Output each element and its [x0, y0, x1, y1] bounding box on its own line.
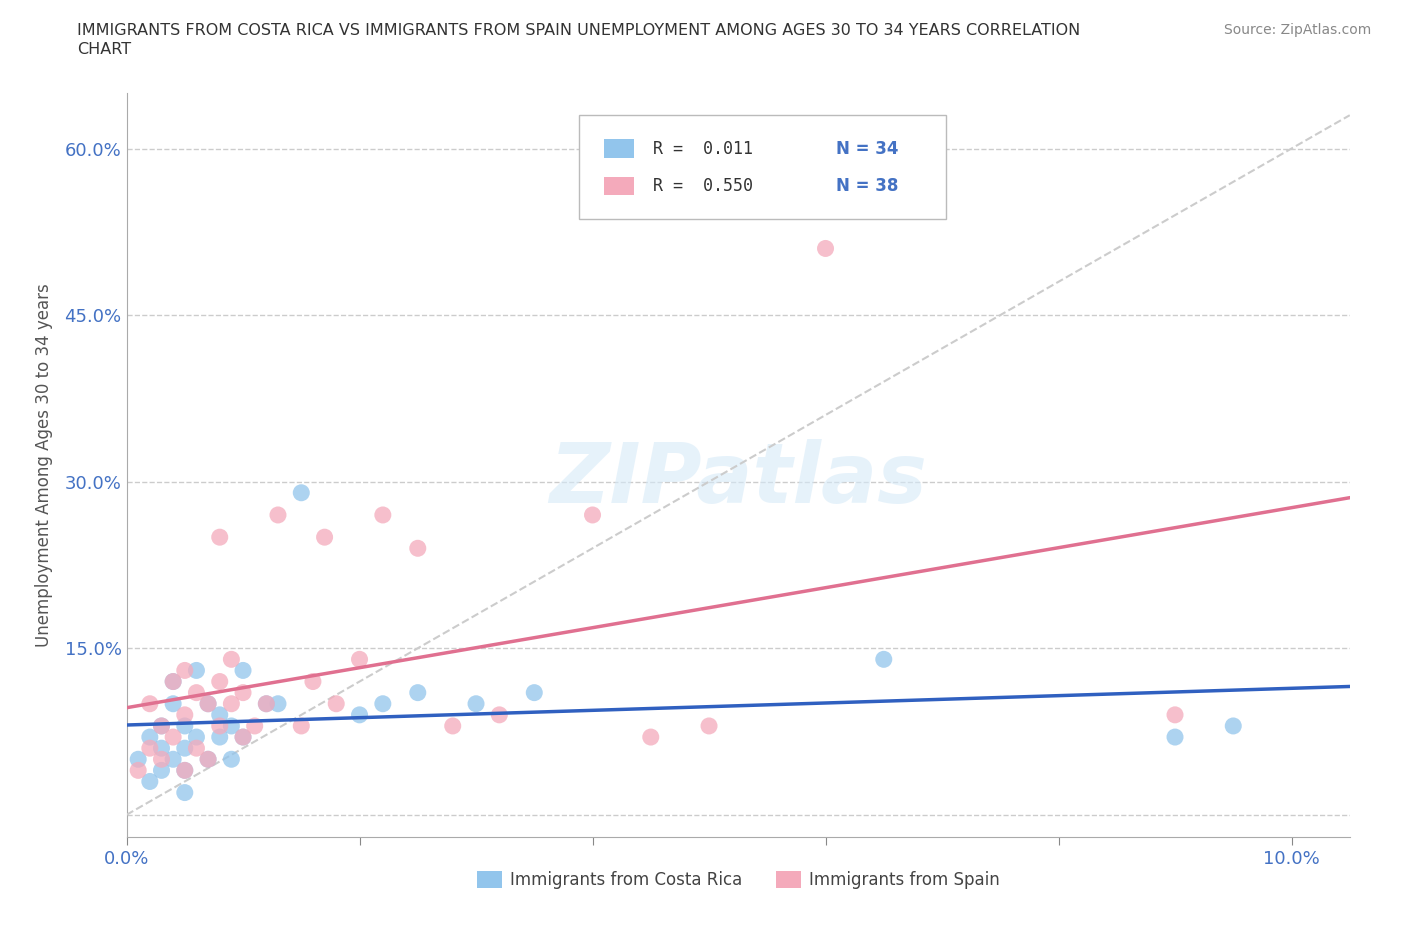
Point — [232, 730, 254, 745]
Point — [127, 763, 149, 777]
Point — [173, 663, 195, 678]
Point — [173, 763, 195, 777]
Point — [465, 697, 488, 711]
Point — [197, 751, 219, 766]
Point — [290, 719, 312, 734]
Point — [150, 719, 173, 734]
Point — [221, 652, 243, 667]
Point — [186, 663, 208, 678]
Point — [208, 708, 231, 723]
Point — [1164, 730, 1187, 745]
Text: Source: ZipAtlas.com: Source: ZipAtlas.com — [1223, 23, 1371, 37]
Point — [139, 740, 162, 755]
Point — [173, 763, 195, 777]
Point — [1164, 708, 1187, 723]
Point — [523, 685, 546, 700]
Point — [162, 697, 184, 711]
Text: N = 38: N = 38 — [837, 177, 898, 195]
Point — [150, 719, 173, 734]
Point — [232, 730, 254, 745]
Point — [139, 730, 162, 745]
Point — [173, 740, 195, 755]
Point — [186, 740, 208, 755]
Point — [162, 751, 184, 766]
Point — [697, 719, 720, 734]
Point — [267, 508, 290, 523]
Point — [314, 530, 336, 545]
Text: N = 34: N = 34 — [837, 140, 898, 158]
Point — [221, 751, 243, 766]
Point — [1222, 719, 1244, 734]
Point — [325, 697, 347, 711]
Bar — [603, 177, 634, 195]
Point — [162, 674, 184, 689]
Point — [254, 697, 277, 711]
Point — [371, 697, 394, 711]
Point — [349, 708, 371, 723]
Point — [162, 674, 184, 689]
Point — [302, 674, 325, 689]
Point — [150, 740, 173, 755]
Legend: Immigrants from Costa Rica, Immigrants from Spain: Immigrants from Costa Rica, Immigrants f… — [470, 864, 1007, 896]
Text: R =  0.550: R = 0.550 — [652, 177, 752, 195]
Point — [406, 541, 429, 556]
Point — [186, 685, 208, 700]
Point — [162, 730, 184, 745]
Point — [197, 697, 219, 711]
Bar — [603, 140, 634, 158]
Point — [139, 697, 162, 711]
Point — [406, 685, 429, 700]
Point — [441, 719, 464, 734]
Point — [197, 697, 219, 711]
Point — [197, 751, 219, 766]
Point — [208, 674, 231, 689]
Text: ZIPatlas: ZIPatlas — [550, 439, 927, 521]
FancyBboxPatch shape — [579, 115, 946, 219]
Point — [254, 697, 277, 711]
Point — [186, 730, 208, 745]
Point — [232, 663, 254, 678]
Point — [150, 763, 173, 777]
Point — [640, 730, 662, 745]
Point — [267, 697, 290, 711]
Point — [127, 751, 149, 766]
Point — [150, 751, 173, 766]
Point — [349, 652, 371, 667]
Point — [208, 730, 231, 745]
Point — [232, 685, 254, 700]
Point — [243, 719, 266, 734]
Point — [221, 719, 243, 734]
Point — [173, 719, 195, 734]
Point — [208, 719, 231, 734]
Point — [221, 697, 243, 711]
Y-axis label: Unemployment Among Ages 30 to 34 years: Unemployment Among Ages 30 to 34 years — [35, 283, 53, 647]
Text: R =  0.011: R = 0.011 — [652, 140, 752, 158]
Point — [873, 652, 896, 667]
Point — [290, 485, 312, 500]
Point — [173, 708, 195, 723]
Point — [173, 785, 195, 800]
Point — [208, 530, 231, 545]
Point — [581, 508, 603, 523]
Point — [488, 708, 510, 723]
Text: CHART: CHART — [77, 42, 131, 57]
Text: IMMIGRANTS FROM COSTA RICA VS IMMIGRANTS FROM SPAIN UNEMPLOYMENT AMONG AGES 30 T: IMMIGRANTS FROM COSTA RICA VS IMMIGRANTS… — [77, 23, 1081, 38]
Point — [139, 774, 162, 789]
Point — [814, 241, 837, 256]
Point — [371, 508, 394, 523]
